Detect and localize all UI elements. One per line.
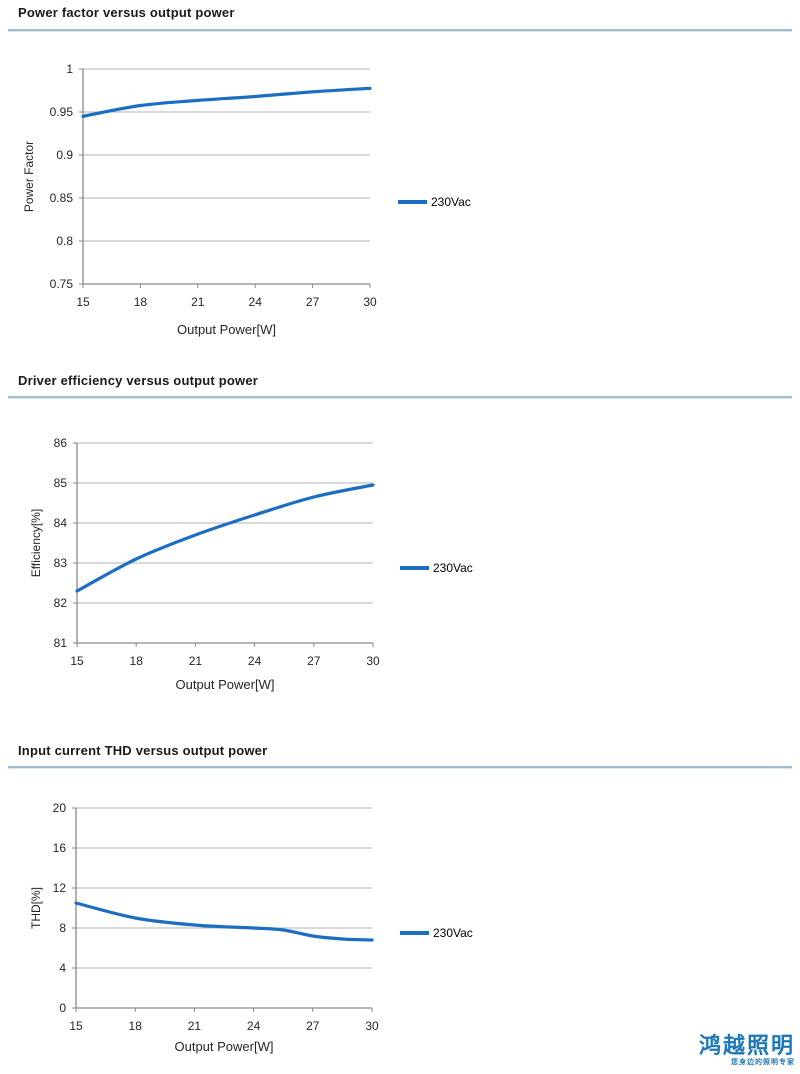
logo-tagline: 您身边的照明专家 [731, 1059, 795, 1066]
section-title-thd: Input current THD versus output power [18, 743, 268, 758]
x-tick-label: 24 [247, 1019, 261, 1033]
series-line-230vac [81, 86, 372, 118]
x-tick-label: 27 [306, 295, 320, 309]
x-tick-label: 24 [249, 295, 263, 309]
x-tick-label: 18 [130, 654, 144, 668]
x-tick-label: 15 [76, 295, 90, 309]
y-axis-title: Power Factor [22, 141, 36, 212]
x-tick-label: 15 [70, 654, 84, 668]
y-axis-title: Efficiency[%] [29, 509, 43, 577]
series-line-230vac [74, 901, 374, 942]
y-axis-title: THD[%] [29, 887, 43, 929]
x-axis-title: Output Power[W] [176, 677, 275, 692]
y-tick-label: 8 [59, 921, 66, 935]
y-tick-label: 0.75 [50, 277, 74, 291]
x-tick-label: 21 [188, 1019, 202, 1033]
chart-thd: 0 4 8 12 16 20 15 18 21 24 27 30 Output Power[W] THD[… [29, 801, 473, 1054]
x-axis-title: Output Power[W] [177, 322, 276, 337]
title-divider [8, 766, 792, 769]
y-tick-label: 4 [59, 961, 66, 975]
y-tick-label: 20 [53, 801, 67, 815]
y-tick-label: 85 [54, 476, 68, 490]
y-tick-label: 1 [66, 62, 73, 76]
y-tick-label: 0.9 [56, 148, 73, 162]
legend-label: 230Vac [433, 561, 473, 575]
x-tick-label: 24 [248, 654, 262, 668]
y-tick-label: 0.8 [56, 234, 73, 248]
series-line-230vac [75, 483, 375, 593]
y-tick-label: 86 [54, 436, 68, 450]
x-tick-label: 27 [307, 654, 321, 668]
x-tick-label: 18 [129, 1019, 143, 1033]
y-tick-label: 0 [59, 1001, 66, 1015]
x-tick-label: 27 [306, 1019, 320, 1033]
y-tick-label: 12 [53, 881, 67, 895]
section-title-efficiency: Driver efficiency versus output power [18, 373, 259, 388]
y-tick-label: 83 [54, 556, 68, 570]
x-tick-label: 21 [191, 295, 205, 309]
legend-label: 230Vac [433, 926, 473, 940]
x-axis-title: Output Power[W] [175, 1039, 274, 1054]
logo-text: 鸿越照明 [698, 1033, 795, 1058]
section-title-power-factor: Power factor versus output power [18, 5, 235, 20]
legend-label: 230Vac [431, 195, 471, 209]
x-tick-label: 30 [365, 1019, 379, 1033]
y-tick-label: 0.85 [50, 191, 74, 205]
x-tick-label: 30 [366, 654, 380, 668]
logo: 鸿越照明 您身边的照明专家 [698, 1033, 795, 1067]
y-tick-label: 84 [54, 516, 68, 530]
y-tick-label: 81 [54, 636, 68, 650]
title-divider [8, 396, 792, 399]
x-tick-label: 21 [189, 654, 203, 668]
chart-efficiency: 81 82 83 84 85 86 15 18 21 24 27 30 Output Power[W] E… [29, 436, 473, 692]
y-tick-label: 82 [54, 596, 68, 610]
x-tick-label: 18 [134, 295, 148, 309]
x-tick-label: 30 [363, 295, 377, 309]
title-divider [8, 29, 792, 32]
chart-power-factor: 0.75 0.8 0.85 0.9 0.95 1 15 18 21 24 27 30 Output Po… [22, 62, 471, 337]
x-tick-label: 15 [69, 1019, 83, 1033]
y-tick-label: 0.95 [50, 105, 74, 119]
y-tick-label: 16 [53, 841, 67, 855]
